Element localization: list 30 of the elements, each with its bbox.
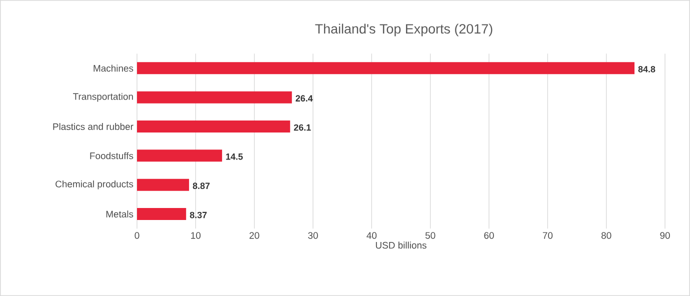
x-tick-label: 30 [308,232,318,239]
x-tick-label: 50 [425,232,436,239]
x-tick-label: 40 [366,232,377,239]
bar [137,150,222,162]
bar [137,120,290,133]
chart-title: Thailand's Top Exports (2017) [315,24,492,36]
y-tick-label: Machines [94,64,134,72]
x-tick-label: 80 [601,232,612,239]
x-tick-label: 20 [250,232,260,239]
y-tick-label: Metals [106,210,134,218]
data-label: 8.87 [192,182,210,190]
bar [137,178,190,191]
y-tick-label: Plastics and rubber [53,123,134,130]
data-label: 8.37 [190,212,207,218]
y-tick-label: Transportation [73,92,133,102]
x-tick-label: 60 [484,232,494,239]
x-tick-label: 0 [134,232,140,239]
x-tick-label: 70 [542,232,553,239]
data-label: 26.1 [294,124,311,131]
bar [137,91,292,104]
x-axis-title: USD billions [376,242,426,249]
y-tick-label: Chemical products [56,180,134,190]
data-label: 14.5 [226,154,243,160]
bar [137,62,634,74]
bar [137,208,186,220]
data-label: 84.8 [638,66,656,72]
data-label: 26.4 [296,95,313,102]
y-tick-label: Foodstuffs [90,152,134,160]
x-tick-label: 90 [660,232,670,239]
x-tick-label: 10 [191,232,201,239]
